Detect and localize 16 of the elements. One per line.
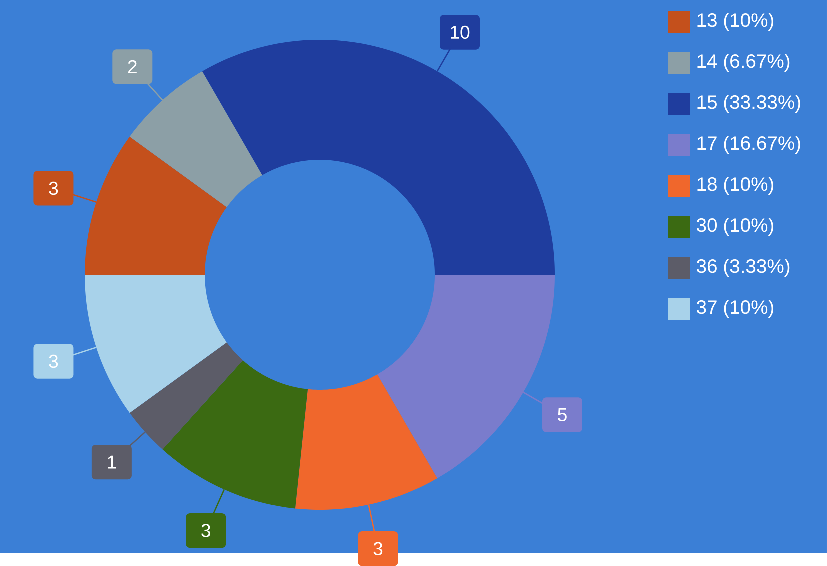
data-label: 3	[374, 542, 383, 556]
data-label: 3	[49, 182, 58, 195]
legend-label: 30 (10%)	[697, 218, 774, 236]
data-label: 10	[451, 26, 470, 40]
data-label: 3	[202, 524, 210, 538]
legend-label: 14 (6.67%)	[698, 54, 790, 72]
data-label: 5	[558, 408, 567, 422]
legend-label: 37 (10%)	[697, 300, 774, 318]
legend-label: 17 (16.67%)	[698, 136, 800, 154]
data-label: 2	[128, 60, 137, 74]
legend-label: 18 (10%)	[698, 176, 774, 195]
legend-label: 13 (10%)	[698, 12, 774, 31]
data-label: 1	[108, 456, 116, 469]
legend-label: 36 (3.33%)	[697, 258, 790, 277]
legend-label: 15 (33.33%)	[698, 94, 800, 113]
data-label: 3	[49, 354, 58, 368]
